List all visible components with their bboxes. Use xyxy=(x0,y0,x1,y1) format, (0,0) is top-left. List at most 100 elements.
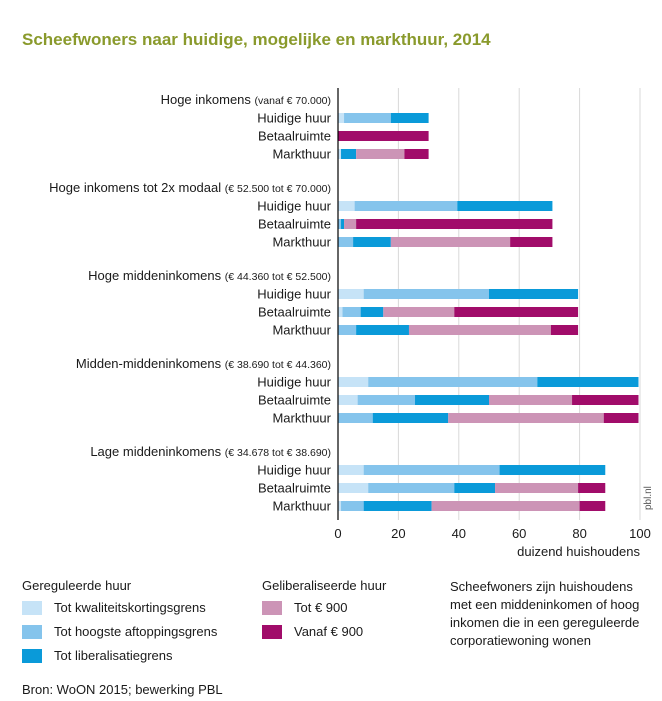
bar-segment xyxy=(572,395,639,405)
row-label: Huidige huur xyxy=(257,463,331,478)
bar-segment xyxy=(338,149,342,159)
chart-title: Scheefwoners naar huidige, mogelijke en … xyxy=(22,30,491,49)
bar-segment xyxy=(341,149,357,159)
pbl-watermark: pbl.nl xyxy=(643,486,654,510)
row-label: Betaalruimte xyxy=(258,129,331,144)
group-title: Hoge inkomens (vanaf € 70.000) xyxy=(161,92,331,107)
legend-item-tot-900: Tot € 900 xyxy=(262,600,348,615)
bar-segment xyxy=(368,483,455,493)
bar-segment xyxy=(341,219,345,229)
group-subtitle: (€ 52.500 tot € 70.000) xyxy=(225,183,331,195)
row-label: Markthuur xyxy=(272,147,331,162)
legend-label: Tot hoogste aftoppingsgrens xyxy=(54,624,218,639)
bar-segment xyxy=(357,395,416,405)
bar-segment xyxy=(363,289,489,299)
group-title: Hoge inkomens tot 2x modaal (€ 52.500 to… xyxy=(49,180,331,195)
row-label: Betaalruimte xyxy=(258,481,331,496)
group-title: Lage middeninkomens (€ 34.678 tot € 38.6… xyxy=(90,444,331,459)
bar-segment xyxy=(495,483,579,493)
x-tick-label: 80 xyxy=(572,526,586,541)
bar-segment xyxy=(537,377,639,387)
bar-segment xyxy=(338,201,355,211)
bar-segment xyxy=(338,501,342,511)
bar-segment xyxy=(404,149,429,159)
legend-label: Vanaf € 900 xyxy=(294,624,364,639)
explanatory-note: Scheefwoners zijn huishoudens met een mi… xyxy=(450,579,640,648)
legend-group-regulated-title: Gereguleerde huur xyxy=(22,578,132,593)
row-label: Markthuur xyxy=(272,499,331,514)
legend-label: Tot kwaliteitskortingsgrens xyxy=(54,600,206,615)
bar-segment xyxy=(454,307,579,317)
bar-segment xyxy=(578,483,606,493)
x-tick-label: 40 xyxy=(452,526,466,541)
source-note: Bron: WoON 2015; bewerking PBL xyxy=(22,682,223,697)
legend-swatch xyxy=(22,648,42,663)
row-label: Huidige huur xyxy=(257,287,331,302)
row-label: Markthuur xyxy=(272,323,331,338)
bar-segment xyxy=(344,113,391,123)
bar-segment xyxy=(338,307,343,317)
bar-segment xyxy=(360,307,384,317)
bar-segment xyxy=(338,325,357,335)
bar-segment xyxy=(338,219,342,229)
bar-segment xyxy=(338,413,373,423)
bar-segment xyxy=(454,483,496,493)
row-label: Betaalruimte xyxy=(258,305,331,320)
bar-segment xyxy=(338,289,364,299)
bar-segment xyxy=(356,149,405,159)
x-tick-label: 60 xyxy=(512,526,526,541)
bar-segment xyxy=(408,325,551,335)
legend-swatch xyxy=(262,624,282,639)
row-label: Huidige huur xyxy=(257,375,331,390)
x-axis-label: duizend huishoudens xyxy=(517,544,640,559)
bar-segment xyxy=(338,465,364,475)
group-subtitle: (€ 44.360 tot € 52.500) xyxy=(225,271,331,283)
bar-segment xyxy=(356,325,409,335)
bar-segment xyxy=(338,113,345,123)
bar-segment xyxy=(489,289,579,299)
bar-segment xyxy=(448,413,604,423)
bar-segment xyxy=(338,395,358,405)
row-label: Markthuur xyxy=(272,235,331,250)
bar-segment xyxy=(372,413,449,423)
legend-swatch xyxy=(262,600,282,615)
bar-segment xyxy=(510,237,553,247)
bar-segment xyxy=(341,501,364,511)
legend-item-kwaliteitskortingsgrens: Tot kwaliteitskortingsgrens xyxy=(22,600,206,615)
bar-segment xyxy=(390,113,429,123)
bar-segment xyxy=(354,201,458,211)
bar-segment xyxy=(368,377,538,387)
x-tick-label: 0 xyxy=(334,526,341,541)
bar-segment xyxy=(550,325,579,335)
bar-segment xyxy=(390,237,511,247)
bar-segment xyxy=(457,201,553,211)
legend-label: Tot liberalisatiegrens xyxy=(54,648,173,663)
bar-segment xyxy=(499,465,606,475)
stacked-bar-chart: Hoge inkomens (vanaf € 70.000) Huidige hu… xyxy=(49,88,654,559)
legend-item-vanaf-900: Vanaf € 900 xyxy=(262,624,363,639)
x-tick-label: 20 xyxy=(391,526,405,541)
group-subtitle: (€ 38.690 tot € 44.360) xyxy=(225,359,331,371)
bar-segment xyxy=(342,307,361,317)
bar-segment xyxy=(579,501,606,511)
bar-segment xyxy=(431,501,580,511)
bar-segment xyxy=(344,219,357,229)
group-subtitle: (vanaf € 70.000) xyxy=(255,95,331,107)
group-title: Hoge middeninkomens (€ 44.360 tot € 52.5… xyxy=(88,268,331,283)
row-label: Markthuur xyxy=(272,411,331,426)
x-tick-label: 100 xyxy=(629,526,651,541)
legend-group-liberalised-title: Geliberaliseerde huur xyxy=(262,578,387,593)
bar-segment xyxy=(338,483,369,493)
row-label: Huidige huur xyxy=(257,199,331,214)
bar-segment xyxy=(603,413,639,423)
bar-segment xyxy=(489,395,573,405)
legend-item-liberalisatiegrens: Tot liberalisatiegrens xyxy=(22,648,173,663)
legend-label: Tot € 900 xyxy=(294,600,348,615)
legend-swatch xyxy=(22,624,42,639)
bar-segment xyxy=(338,237,354,247)
row-label: Betaalruimte xyxy=(258,217,331,232)
bar-segment xyxy=(338,131,429,141)
bar-segment xyxy=(338,377,369,387)
bar-segment xyxy=(363,465,500,475)
bar-segment xyxy=(415,395,489,405)
